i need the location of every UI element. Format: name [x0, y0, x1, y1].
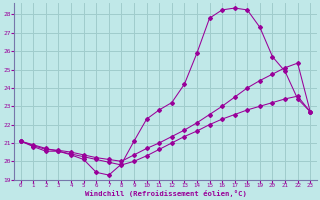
X-axis label: Windchill (Refroidissement éolien,°C): Windchill (Refroidissement éolien,°C) — [84, 190, 246, 197]
